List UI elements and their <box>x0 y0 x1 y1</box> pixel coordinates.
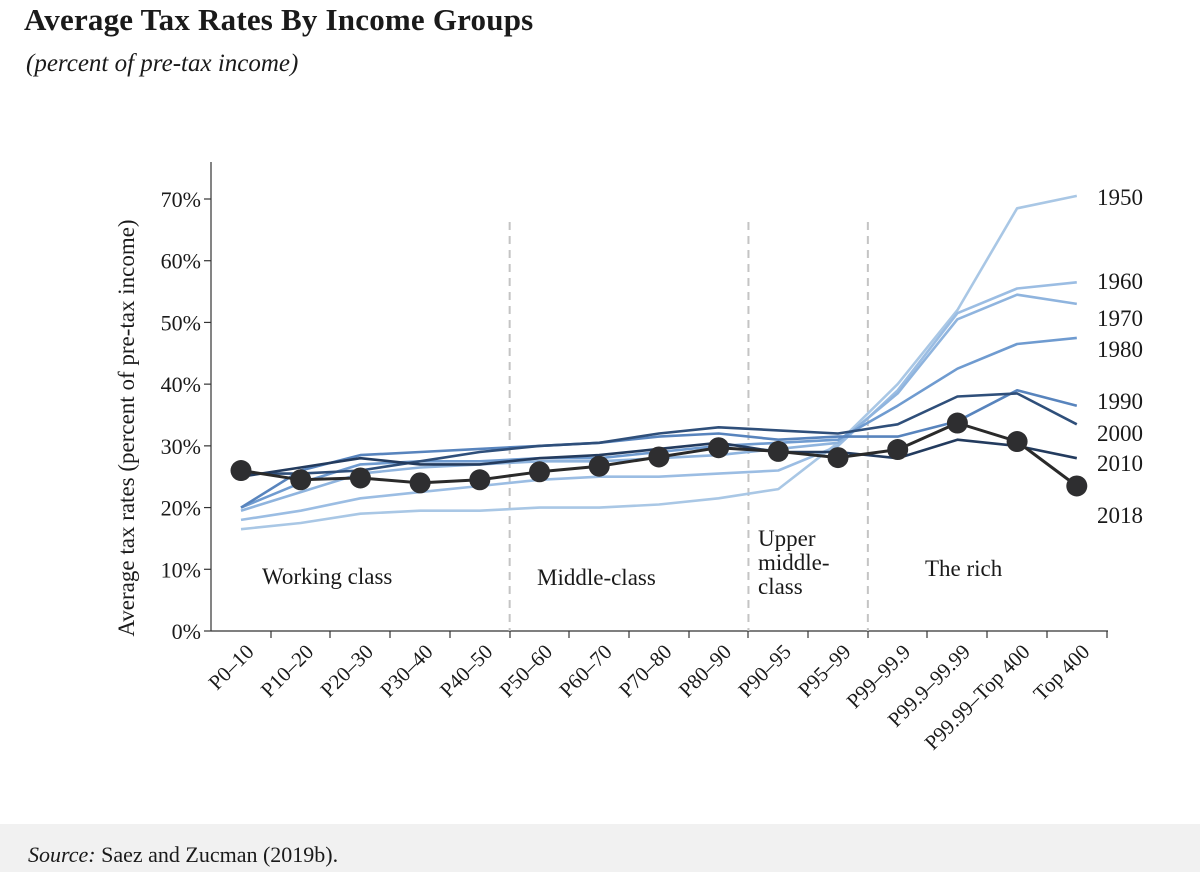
x-tick-label: P20–30 <box>316 640 378 702</box>
x-tick-label: P70–80 <box>614 640 676 702</box>
chart-title: Average Tax Rates By Income Groups <box>24 2 534 37</box>
series-label-1960: 1960 <box>1097 269 1143 294</box>
series-label-1990: 1990 <box>1097 389 1143 414</box>
x-tick-label: P60–70 <box>554 640 616 702</box>
data-point-2018 <box>827 447 849 469</box>
chart-subtitle: (percent of pre-tax income) <box>26 50 299 77</box>
data-point-2018 <box>767 440 789 462</box>
series-line-1950 <box>240 194 1078 531</box>
data-point-2018 <box>708 437 730 459</box>
region-label: Middle-class <box>537 565 656 590</box>
x-tick-label: P10–20 <box>256 640 318 702</box>
series-line-1990 <box>240 388 1078 509</box>
chart-labels: 1950 1960 1970 1980 1990 2000 2010 2018 <box>1097 185 1143 528</box>
series-label-2000: 2000 <box>1097 421 1143 446</box>
y-tick-label: 10% <box>161 557 201 582</box>
source-note: Source: Saez and Zucman (2019b). <box>28 842 338 868</box>
y-tick-label: 40% <box>161 372 201 397</box>
series-label-1950: 1950 <box>1097 185 1143 210</box>
series-label-1970: 1970 <box>1097 306 1143 331</box>
region-label: Upper <box>758 526 816 551</box>
data-point-2018 <box>349 467 371 489</box>
series-line-1960 <box>240 281 1077 522</box>
x-tick-label: P40–50 <box>435 640 497 702</box>
data-point-2018 <box>1066 475 1088 497</box>
region-label: Working class <box>262 564 392 589</box>
data-point-2018 <box>1006 431 1028 453</box>
data-point-2018 <box>529 461 550 483</box>
x-tick-label: P99.99–Top 400 <box>920 640 1035 755</box>
region-label: middle- <box>758 550 830 575</box>
income-group-regions: Working class Middle-class Uppermiddle-cla… <box>262 222 1003 631</box>
x-tick-label: Top 400 <box>1028 640 1094 706</box>
x-tick-label: P90–95 <box>733 640 795 702</box>
y-tick-label: 60% <box>161 249 201 274</box>
y-tick-label: 30% <box>161 434 201 459</box>
region-label: The rich <box>925 556 1003 581</box>
data-point-2018 <box>946 412 968 434</box>
series-line-2000 <box>241 392 1078 475</box>
series-label-2010: 2010 <box>1097 451 1143 476</box>
source-text: Saez and Zucman (2019b). <box>95 842 339 867</box>
source-label: Source: <box>28 842 96 867</box>
y-tick-label: 20% <box>161 496 201 521</box>
x-tick-label: P0–10 <box>204 640 259 695</box>
data-point-2018 <box>409 472 431 494</box>
data-point-2018 <box>588 455 610 477</box>
series-label-2018: 2018 <box>1097 503 1143 528</box>
y-tick-label: 70% <box>161 187 201 212</box>
data-point-2018 <box>290 469 312 491</box>
y-axis-label: Average tax rates (percent of pre-tax in… <box>114 219 139 636</box>
source-footer: Source: Saez and Zucman (2019b). <box>0 824 1200 872</box>
region-label: class <box>758 574 803 599</box>
series-label-1980: 1980 <box>1097 337 1143 362</box>
data-point-2018 <box>230 460 252 482</box>
line-chart: 0% 10% 20% 30% 40% 50% 60% 70% P0–10P10–20P20–30… <box>114 162 1143 755</box>
x-tick-label: P50–60 <box>495 640 557 702</box>
data-point-2018 <box>887 439 909 461</box>
data-point-2018 <box>648 446 670 468</box>
x-tick-label: P30–40 <box>375 640 437 702</box>
x-tick-label: P80–90 <box>674 640 736 702</box>
data-point-2018 <box>469 469 491 491</box>
y-tick-label: 0% <box>172 619 201 644</box>
y-tick-label: 50% <box>161 310 201 335</box>
chart-series <box>230 194 1088 531</box>
